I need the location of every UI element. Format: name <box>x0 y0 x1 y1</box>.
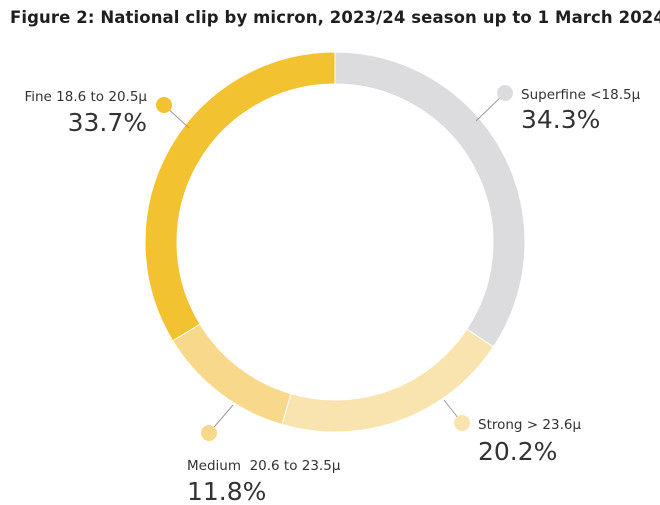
slice-value-medium: 11.8% <box>187 477 266 505</box>
slice-superfine <box>334 51 526 348</box>
slice-label-fine: Fine 18.6 to 20.5µ <box>24 89 147 105</box>
slice-label-superfine: Superfine <18.5µ <box>521 87 641 103</box>
slice-fine <box>144 51 336 342</box>
slice-value-fine: 33.7% <box>68 108 147 137</box>
slice-label-medium: Medium 20.6 to 23.5µ <box>187 458 341 474</box>
slice-medium <box>171 323 292 426</box>
slice-label-strong: Strong > 23.6µ <box>478 417 581 433</box>
legend-dot-superfine <box>497 85 513 101</box>
slice-value-strong: 20.2% <box>478 437 557 466</box>
legend-dot-medium <box>201 425 217 441</box>
chart-title: Figure 2: National clip by micron, 2023/… <box>10 8 660 27</box>
legend-dot-strong <box>454 415 470 431</box>
slice-value-superfine: 34.3% <box>521 105 600 134</box>
legend-dot-fine <box>156 97 172 113</box>
